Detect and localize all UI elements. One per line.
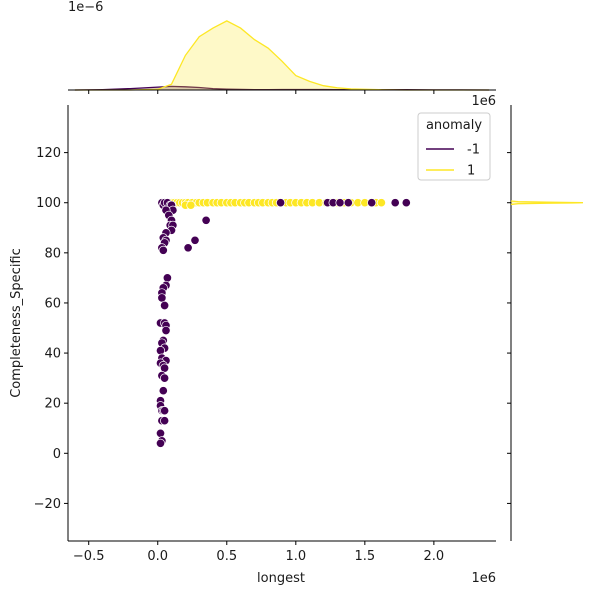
point-anomaly-neg1-57 — [335, 198, 345, 208]
legend-box — [417, 112, 491, 181]
right-marginal-offset-label: 1e6 — [471, 94, 496, 109]
legend-title: anomaly — [426, 118, 482, 133]
y-tick-label: 60 — [44, 296, 61, 311]
x-axis-offset-label: 1e6 — [471, 571, 496, 586]
x-tick-label: 1.5 — [354, 549, 375, 564]
legend: anomaly -1 1 — [417, 112, 491, 181]
legend-label-neg1: -1 — [467, 143, 480, 158]
point-anomaly-neg1-43 — [158, 386, 168, 396]
top-kde-fill-neg1 — [74, 86, 490, 90]
top-marginal-plot — [68, 20, 496, 94]
point-anomaly-1-44 — [186, 200, 196, 210]
point-anomaly-neg1-54 — [276, 198, 286, 208]
point-anomaly-neg1-59 — [367, 198, 377, 208]
x-tick-label: −0.5 — [73, 549, 105, 564]
scatter-points — [155, 198, 411, 448]
point-anomaly-neg1-10 — [201, 215, 211, 225]
point-anomaly-neg1-61 — [401, 198, 411, 208]
y-axis-label: Completeness_Specific — [9, 248, 24, 398]
x-tick-label: 1.0 — [285, 549, 306, 564]
point-anomaly-neg1-60 — [390, 198, 400, 208]
point-anomaly-neg1-50 — [160, 416, 170, 426]
point-anomaly-neg1-27 — [160, 300, 170, 311]
y-tick-label: 100 — [36, 196, 61, 211]
right-marginal-plot — [507, 105, 584, 541]
point-anomaly-neg1-31 — [161, 325, 171, 336]
point-anomaly-neg1-35 — [155, 346, 166, 356]
y-tick-label: 120 — [36, 146, 61, 161]
point-anomaly-neg1-53 — [155, 438, 166, 448]
x-tick-label: 2.0 — [424, 549, 445, 564]
point-anomaly-neg1-58 — [343, 198, 353, 208]
point-anomaly-neg1-21 — [183, 243, 193, 253]
x-tick-label: 0.5 — [216, 549, 237, 564]
right-kde-line-1 — [510, 200, 584, 206]
point-anomaly-neg1-42 — [160, 373, 170, 383]
y-tick-label: 40 — [44, 347, 61, 362]
y-tick-label: 80 — [44, 246, 61, 261]
top-kde-fill-1 — [74, 20, 490, 90]
scatter-plot: −0.5 0.0 0.5 1.0 1.5 2.0 −20 0 20 40 60 80 100 120 — [34, 105, 496, 564]
legend-label-1: 1 — [467, 164, 475, 179]
point-anomaly-1-42 — [376, 198, 386, 208]
axes: −0.5 0.0 0.5 1.0 1.5 2.0 −20 0 20 40 60 80 100 120 — [34, 105, 496, 564]
point-anomaly-neg1-40 — [160, 363, 170, 373]
y-tick-label: 0 — [53, 447, 61, 462]
point-anomaly-neg1-18 — [190, 235, 200, 245]
x-tick-label: 0.0 — [147, 549, 168, 564]
y-tick-label: 20 — [44, 397, 61, 412]
x-axis-label: longest — [257, 571, 305, 586]
point-anomaly-neg1-51 — [155, 428, 166, 438]
point-anomaly-neg1-20 — [158, 245, 168, 255]
point-anomaly-neg1-48 — [160, 406, 170, 416]
point-anomaly-neg1-26 — [157, 293, 167, 303]
top-marginal-offset-label: 1e−6 — [68, 0, 103, 15]
y-tick-label: −20 — [34, 497, 61, 512]
point-anomaly-neg1-22 — [162, 273, 172, 283]
